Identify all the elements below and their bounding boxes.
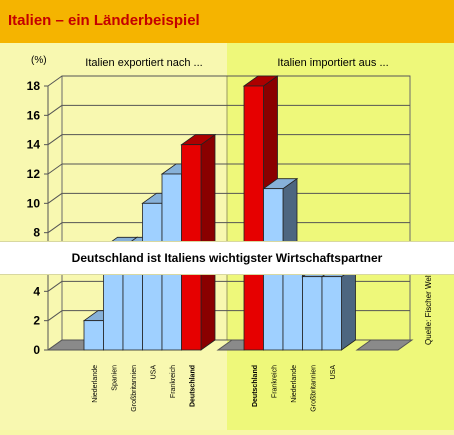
bar-front bbox=[302, 276, 323, 351]
floor-segment bbox=[355, 339, 414, 351]
y-tick-label: 4 bbox=[33, 284, 40, 298]
bar bbox=[320, 265, 357, 351]
x-tick-label: Frankreich bbox=[170, 365, 177, 398]
y-tick-label: 12 bbox=[27, 167, 41, 181]
bar-side bbox=[341, 265, 356, 351]
source-note: Quelle: Fischer Welt bbox=[424, 272, 433, 345]
gridline-diagonal bbox=[47, 280, 63, 292]
gridline-diagonal bbox=[47, 75, 63, 87]
gridline-diagonal bbox=[47, 163, 63, 175]
page-title: Italien – ein Länderbeispiel bbox=[8, 12, 200, 29]
x-tick-label: Großbritannien bbox=[131, 365, 138, 412]
y-tick-label: 10 bbox=[27, 196, 41, 210]
y-tick-label: 0 bbox=[33, 343, 40, 357]
imports-title: Italien importiert aus ... bbox=[277, 57, 388, 69]
exports-title: Italien exportiert nach ... bbox=[85, 57, 202, 69]
headline-banner: Deutschland ist Italiens wichtigster Wir… bbox=[0, 241, 454, 275]
x-tick-label: Niederlande bbox=[291, 365, 298, 403]
bar-front bbox=[142, 202, 163, 351]
bar-front bbox=[282, 261, 303, 351]
y-axis-label: (%) bbox=[31, 55, 47, 66]
x-axis-labels: Niederlande Spanien Großbritannien USA Frank… bbox=[92, 365, 337, 412]
header-bar: Italien – ein Länderbeispiel bbox=[0, 0, 454, 43]
chart-area: 024681012141618 NiederlandeSpanienGroßbr… bbox=[0, 43, 454, 430]
y-tick-label: 2 bbox=[33, 314, 40, 328]
x-tick-label: USA bbox=[330, 365, 337, 380]
gridline-diagonal bbox=[47, 192, 63, 204]
x-tick-label: Deutschland bbox=[252, 365, 259, 407]
x-tick-label: Spanien bbox=[111, 365, 118, 391]
x-tick-label: USA bbox=[150, 365, 157, 380]
gridline-diagonal bbox=[47, 134, 63, 146]
y-axis: 024681012141618 bbox=[27, 79, 49, 357]
bars bbox=[82, 75, 357, 351]
bar-front bbox=[321, 276, 342, 351]
y-tick-label: 18 bbox=[27, 79, 41, 93]
x-tick-label: Niederlande bbox=[92, 365, 99, 403]
x-tick-label: Großbritannien bbox=[310, 365, 317, 412]
y-tick-label: 14 bbox=[27, 138, 41, 152]
gridline-diagonal bbox=[47, 104, 63, 116]
bar-chart: 024681012141618 NiederlandeSpanienGroßbr… bbox=[0, 43, 454, 430]
headline-text: Deutschland ist Italiens wichtigster Wir… bbox=[71, 251, 383, 265]
x-tick-label: Deutschland bbox=[189, 365, 196, 407]
y-tick-label: 8 bbox=[33, 226, 40, 240]
y-tick-label: 16 bbox=[27, 108, 41, 122]
bar-front bbox=[243, 85, 264, 351]
bar-front bbox=[83, 320, 104, 351]
gridline-diagonal bbox=[47, 222, 63, 234]
x-tick-label: Frankreich bbox=[271, 365, 278, 398]
gridline-diagonal bbox=[47, 310, 63, 322]
